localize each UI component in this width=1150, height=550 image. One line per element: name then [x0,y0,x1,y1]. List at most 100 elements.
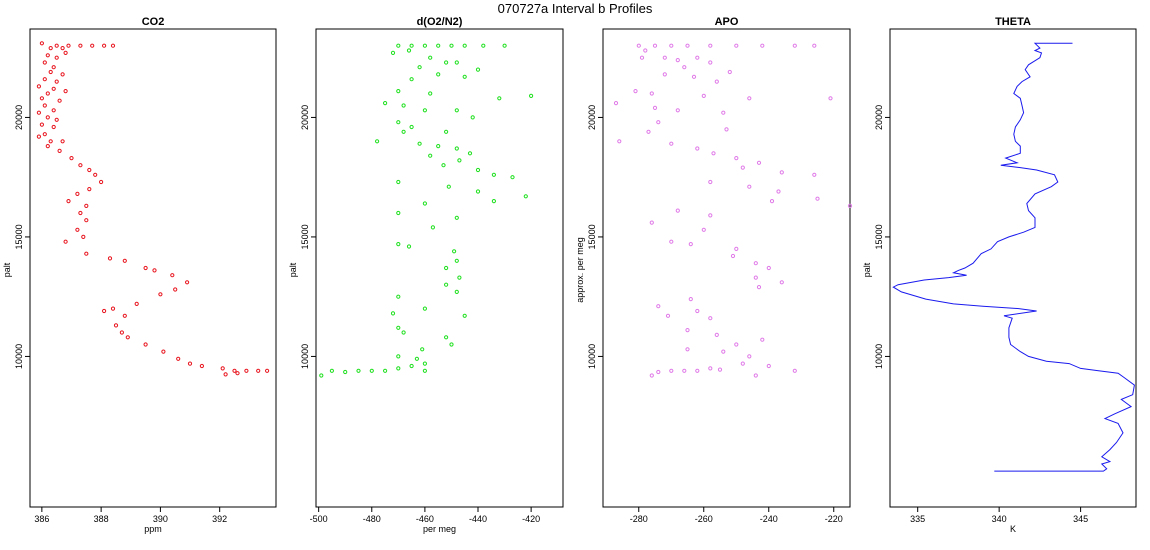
data-point [815,196,820,201]
data-point [643,48,648,53]
data-point [639,55,645,60]
data-point [102,308,107,314]
y-axis-label: palt [288,262,298,277]
data-point [714,332,719,337]
data-point [396,242,401,247]
x-tick-label: -480 [363,514,381,524]
data-point [396,179,401,185]
data-point [695,308,700,314]
data-point [682,368,687,373]
data-point [756,285,762,290]
data-point [812,43,817,48]
data-point [256,368,261,373]
data-point [122,258,127,263]
data-point [766,363,771,369]
data-point [734,342,739,347]
data-point [649,91,654,96]
data-point [60,46,65,51]
data-point [753,373,758,378]
data-point [383,368,388,373]
data-point [401,103,406,108]
data-point [232,368,237,373]
y-tick-label: 15000 [874,224,884,249]
x-tick-label: 390 [153,514,168,524]
data-point [475,167,481,173]
data-point [449,43,454,48]
y-tick-label: 15000 [14,224,24,249]
y-axis-label: palt [862,262,872,277]
data-point [60,139,65,144]
data-point [662,72,667,77]
data-point [613,101,619,106]
data-point [529,93,534,99]
panel-title: d(O2/N2) [417,16,463,28]
data-point [244,368,249,373]
data-point [45,144,50,149]
data-point [717,367,723,372]
data-point [675,108,680,113]
x-tick-label: 386 [34,514,49,524]
data-point [42,132,47,137]
data-point [110,43,116,48]
data-point [401,330,406,335]
x-tick-label: 392 [212,514,227,524]
data-point [491,199,496,204]
y-tick-label: 15000 [587,224,597,249]
data-point [422,361,427,366]
data-point [776,189,781,194]
data-point [457,158,462,163]
data-point [390,50,396,56]
data-point [125,335,130,340]
data-point [161,349,166,354]
data-point [36,110,42,115]
data-point [688,297,693,302]
data-point [760,43,765,48]
data-point [760,337,765,342]
data-point [54,117,59,122]
data-point [454,108,459,113]
data-point [734,156,739,161]
x-tick-label: 340 [992,514,1007,524]
data-point [649,373,654,378]
data-point [454,258,459,263]
data-point [428,55,433,60]
data-point [42,103,47,108]
data-point [454,289,459,294]
y-tick-label: 20000 [14,105,24,130]
data-point [812,172,817,177]
data-point [656,304,661,309]
data-point [470,115,475,120]
data-point [396,294,401,299]
data-point [414,356,419,361]
data-point [708,366,713,371]
data-point [51,124,56,130]
data-point [747,184,752,189]
data-point [78,163,83,168]
data-point [265,368,270,373]
data-point [769,199,775,204]
data-point [669,43,674,48]
data-point [428,91,433,96]
data-point [708,60,713,65]
data-point [406,48,412,53]
data-point [51,86,56,91]
data-point [708,213,713,218]
data-point [119,330,125,335]
data-point [396,354,401,359]
data-point [329,368,334,373]
data-point [39,96,45,101]
data-point [753,275,758,280]
data-point [409,363,414,369]
data-point [701,227,706,232]
data-point [78,210,83,216]
data-point [87,187,92,192]
data-point [84,218,89,223]
data-point [134,301,139,306]
panel-2: d(O2/N2) -500 -480 -460 -440 -420 10000 15000 20… [288,16,564,534]
data-point [491,172,496,177]
data-point [75,227,80,232]
data-point [636,43,641,48]
data-point [454,60,459,65]
panel-3: APO -280 -260 -240 -220 10000 15000 20000 approx… [575,16,853,524]
data-point [102,43,107,48]
